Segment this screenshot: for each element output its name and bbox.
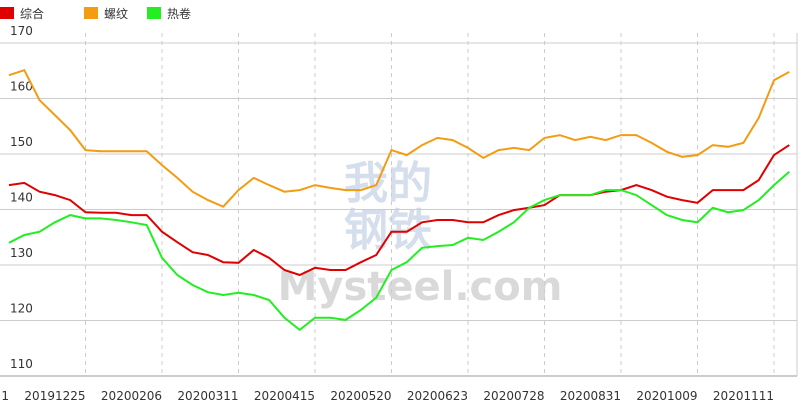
y-tick-label: 120 (10, 302, 33, 316)
x-tick-label: 1 (1, 389, 9, 403)
legend-swatch (84, 7, 98, 19)
watermark: 钢铁 (344, 205, 432, 256)
x-tick-label: 20200311 (177, 389, 238, 403)
x-tick-label: 20200728 (483, 389, 544, 403)
x-tick-label: 20200831 (560, 389, 621, 403)
x-tick-label: 20201009 (636, 389, 697, 403)
legend-label: 综合 (20, 6, 44, 21)
y-tick-label: 170 (10, 24, 33, 38)
x-tick-label: 20201111 (713, 389, 774, 403)
watermark: Mysteel.com (278, 264, 563, 310)
x-tick-label: 20200415 (254, 389, 315, 403)
legend-label: 螺纹 (104, 7, 128, 21)
y-tick-label: 140 (10, 191, 33, 205)
series-line (8, 68, 790, 208)
x-tick-label: 20191225 (24, 389, 85, 403)
legend-swatch (147, 7, 161, 19)
watermark: 我的 (344, 158, 432, 209)
legend-label: 热卷 (167, 6, 191, 21)
legend-swatch (0, 7, 14, 19)
series-line (8, 144, 790, 277)
x-tick-label: 20200206 (101, 389, 162, 403)
x-tick-label: 20200623 (407, 389, 468, 403)
y-tick-label: 160 (10, 80, 33, 94)
y-tick-label: 110 (10, 357, 33, 371)
y-tick-label: 150 (10, 135, 33, 149)
y-tick-label: 130 (10, 246, 33, 260)
x-tick-label: 20200520 (330, 389, 391, 403)
series-line (8, 171, 790, 332)
